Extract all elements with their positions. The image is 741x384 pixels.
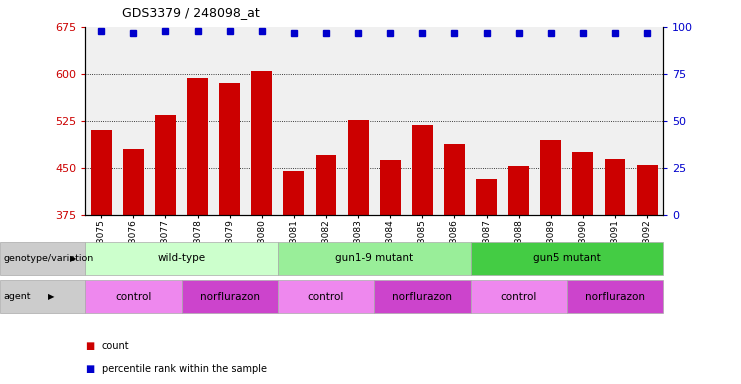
Bar [444, 144, 465, 215]
Text: gun5 mutant: gun5 mutant [533, 253, 601, 263]
Bar [412, 125, 433, 215]
Text: norflurazon: norflurazon [200, 291, 259, 302]
Bar [155, 115, 176, 215]
Text: ■: ■ [85, 364, 94, 374]
Bar [316, 156, 336, 215]
Bar [187, 78, 208, 215]
Bar [637, 165, 657, 215]
Text: agent: agent [4, 292, 31, 301]
Text: genotype/variation: genotype/variation [4, 254, 94, 263]
Bar [540, 140, 561, 215]
Text: wild-type: wild-type [158, 253, 205, 263]
Text: gun1-9 mutant: gun1-9 mutant [335, 253, 413, 263]
Bar [573, 152, 594, 215]
Text: count: count [102, 341, 129, 351]
Bar [123, 149, 144, 215]
Text: GDS3379 / 248098_at: GDS3379 / 248098_at [122, 6, 260, 19]
Bar [476, 179, 497, 215]
Text: ▶: ▶ [70, 254, 77, 263]
Bar [251, 71, 272, 215]
Bar [284, 170, 305, 215]
Text: ■: ■ [85, 341, 94, 351]
Bar [605, 159, 625, 215]
Bar [508, 166, 529, 215]
Bar [380, 161, 401, 215]
Bar [91, 131, 112, 215]
Text: percentile rank within the sample: percentile rank within the sample [102, 364, 267, 374]
Text: norflurazon: norflurazon [393, 291, 452, 302]
Bar [348, 120, 368, 215]
Text: norflurazon: norflurazon [585, 291, 645, 302]
Text: control: control [115, 291, 152, 302]
Bar [219, 83, 240, 215]
Text: control: control [500, 291, 537, 302]
Text: control: control [308, 291, 345, 302]
Text: ▶: ▶ [48, 292, 55, 301]
